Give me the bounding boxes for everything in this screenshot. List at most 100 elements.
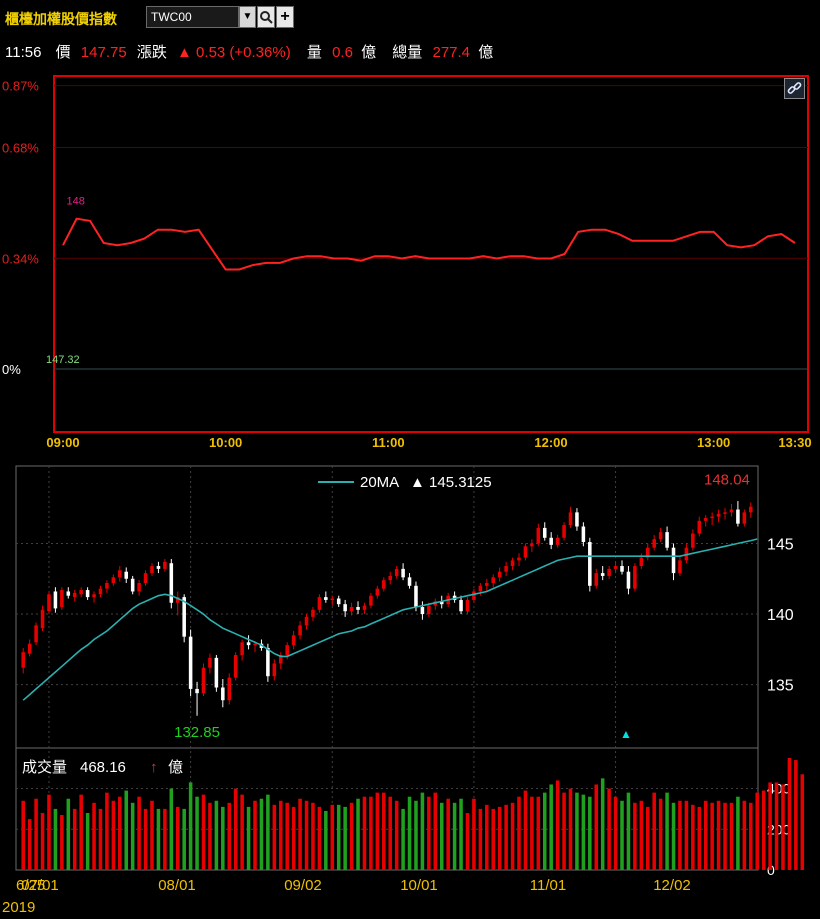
add-button[interactable]: +: [276, 6, 294, 28]
volume-bar: [491, 808, 496, 870]
volume-bar: [34, 798, 38, 870]
candle-body: [246, 642, 251, 646]
daily-x-tick-label: 08/01: [158, 877, 196, 894]
volume-legend-value: 468.16: [80, 759, 126, 776]
volume-bar: [27, 819, 32, 870]
volume-bar: [620, 800, 624, 870]
daily-x-tick-label: 10/01: [400, 877, 438, 894]
volume-bar: [736, 796, 740, 870]
candle-body: [729, 509, 734, 513]
volume-value: 0.6: [332, 44, 353, 61]
candle-body: [633, 566, 637, 589]
candle-body: [156, 566, 161, 569]
daily-x-tick-label: 11/01: [530, 877, 566, 894]
plus-icon: +: [280, 8, 290, 25]
volume-bar: [388, 796, 392, 870]
volume-bar: [124, 790, 129, 870]
candle-body: [736, 509, 740, 524]
volume-bar: [195, 796, 199, 870]
candle-body: [671, 547, 676, 574]
volume-bar: [66, 798, 71, 870]
link-button[interactable]: [784, 78, 805, 99]
link-icon: [787, 82, 802, 94]
candle-body: [710, 516, 714, 519]
candle-body: [485, 582, 489, 586]
volume-bar: [536, 796, 541, 870]
volume-bar: [716, 800, 721, 870]
intraday-chart: 0.87% 0.68% 0.34% 0% 148 147.32 09:00 10:00 11:0…: [0, 66, 820, 451]
volume-bar: [723, 802, 727, 870]
volume-bar: [130, 802, 135, 870]
candle-body: [691, 533, 695, 548]
symbol-dropdown-button[interactable]: ▼: [239, 6, 256, 28]
candle-body: [588, 542, 592, 586]
volume-bar: [781, 784, 785, 870]
symbol-input[interactable]: TWC00: [146, 6, 239, 28]
candle-body: [459, 599, 463, 612]
volume-bar: [800, 774, 805, 870]
volume-bar: [703, 800, 708, 870]
candle-body: [201, 667, 206, 694]
candle-body: [188, 636, 193, 689]
candle-body: [278, 655, 283, 664]
candle-body: [118, 570, 122, 578]
total-volume-value: 277.4: [432, 44, 471, 61]
volume-bar: [710, 802, 714, 870]
volume-bar: [227, 802, 232, 870]
volume-bar: [79, 794, 83, 870]
intraday-x-tick-label: 10:00: [209, 435, 242, 450]
volume-bar: [375, 792, 380, 870]
candle-body: [291, 635, 296, 646]
candle-body: [536, 527, 541, 544]
magnifier-icon: [260, 11, 273, 24]
daily-year-label: 2019: [2, 899, 35, 916]
candle-body: [47, 594, 51, 612]
volume-bar: [568, 788, 573, 870]
candle-body: [253, 643, 257, 646]
volume-bar: [253, 800, 257, 870]
candle-body: [478, 585, 483, 592]
volume-bar: [671, 802, 676, 870]
candle-body: [111, 577, 116, 583]
candle-body: [491, 577, 496, 583]
intraday-plot-border: [53, 75, 809, 433]
candle-body: [266, 647, 270, 677]
candle-body: [607, 568, 611, 576]
quote-time: 11:56: [5, 44, 42, 61]
candle-body: [382, 580, 386, 589]
intraday-x-tick-label: 11:00: [372, 435, 405, 450]
volume-bar: [633, 802, 637, 870]
intraday-y-tick-label: 0%: [2, 362, 21, 377]
volume-bar: [98, 808, 103, 870]
intraday-y-tick-label: 0.34%: [2, 251, 39, 266]
candle-body: [594, 573, 599, 586]
volume-bar: [427, 796, 431, 870]
candle-body: [626, 571, 631, 589]
volume-bar: [349, 802, 354, 870]
volume-bar: [478, 808, 483, 870]
candle-body: [600, 573, 605, 576]
intraday-y-tick-label: 0.87%: [2, 79, 39, 94]
total-volume-unit: 億: [478, 44, 494, 61]
volume-bar: [278, 800, 283, 870]
daily-price-tick-label: 135: [767, 678, 794, 695]
volume-bar: [214, 800, 219, 870]
candle-body: [530, 543, 534, 547]
volume-bar: [175, 806, 180, 870]
candle-body: [388, 575, 392, 581]
candle-body: [678, 560, 682, 574]
quote-row: 11:56 價 147.75 漲跌 ▲ 0.53 (+0.36%) 量 0.6 …: [5, 41, 493, 62]
change-value: ▲ 0.53 (+0.36%): [177, 44, 291, 61]
volume-bar: [768, 782, 772, 870]
volume-bar: [439, 802, 444, 870]
search-button[interactable]: [257, 6, 275, 28]
chevron-down-icon: ▼: [242, 11, 253, 22]
volume-bar: [53, 808, 58, 870]
volume-bar: [233, 788, 238, 870]
candle-body: [504, 566, 508, 572]
volume-bar: [336, 804, 341, 870]
volume-bar: [485, 804, 489, 870]
volume-bar: [156, 808, 161, 870]
ma20-legend-label: 20MA: [360, 474, 399, 491]
candle-body: [497, 571, 502, 578]
